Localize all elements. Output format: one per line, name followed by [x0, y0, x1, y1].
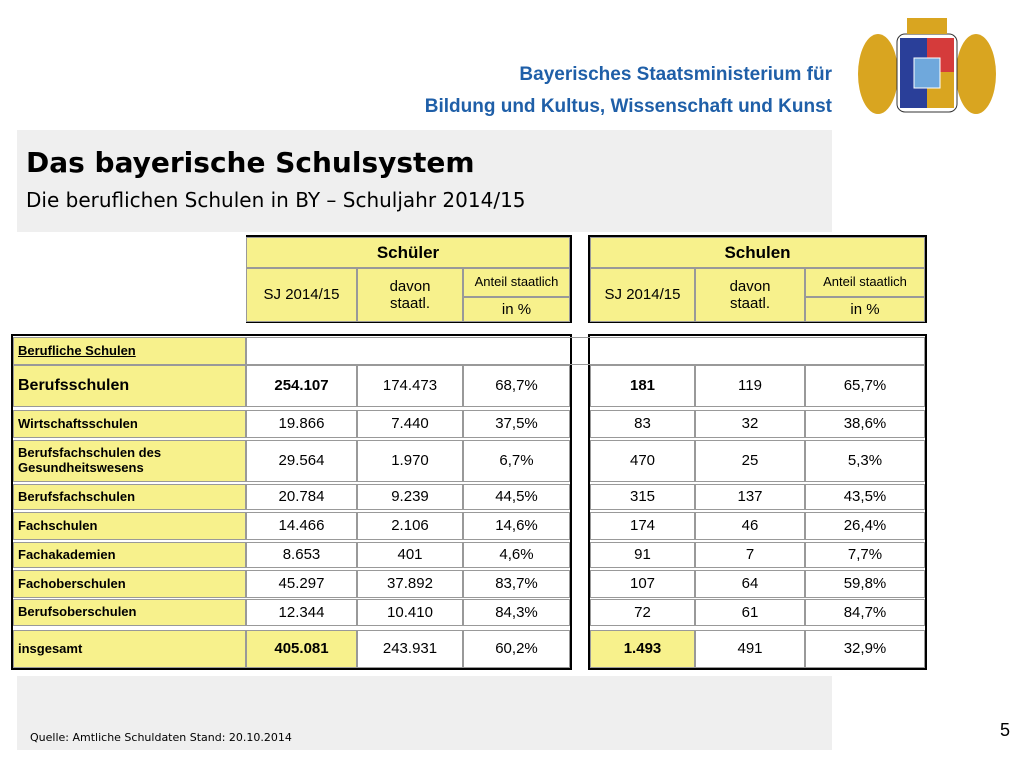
value-cell: 20.784	[246, 484, 357, 510]
value-cell: 84,7%	[805, 599, 925, 626]
value-cell: 137	[695, 484, 805, 510]
column-header: davon staatl.	[695, 268, 805, 322]
row-label: Berufsoberschulen	[13, 599, 246, 626]
value-cell: 174.473	[357, 365, 463, 407]
value-cell: 37.892	[357, 570, 463, 598]
value-cell: 59,8%	[805, 570, 925, 598]
value-cell: 5,3%	[805, 440, 925, 482]
value-cell: 254.107	[246, 365, 357, 407]
group-header: Schulen	[590, 237, 925, 268]
section-label: Berufliche Schulen	[13, 337, 246, 365]
value-cell: 7	[695, 542, 805, 568]
value-cell: 119	[695, 365, 805, 407]
value-cell: 60,2%	[463, 630, 570, 668]
row-label: insgesamt	[13, 630, 246, 668]
value-cell: 7,7%	[805, 542, 925, 568]
value-cell: 405.081	[246, 630, 357, 668]
column-header: Anteil staatlich	[805, 268, 925, 297]
row-label: Berufsfachschulen des Gesundheitswesens	[13, 440, 246, 482]
frame	[588, 235, 927, 323]
ministry-line: Bayerisches Staatsministerium für	[519, 64, 832, 85]
coat-of-arms	[858, 18, 996, 114]
value-cell: 107	[590, 570, 695, 598]
column-header: davon staatl.	[357, 268, 463, 322]
value-cell: 12.344	[246, 599, 357, 626]
value-cell: 19.866	[246, 410, 357, 438]
value-cell: 26,4%	[805, 512, 925, 540]
value-cell: 83	[590, 410, 695, 438]
value-cell: 243.931	[357, 630, 463, 668]
title-panel	[17, 130, 832, 232]
section-row	[246, 337, 925, 365]
value-cell: 1.970	[357, 440, 463, 482]
value-cell: 4,6%	[463, 542, 570, 568]
value-cell: 84,3%	[463, 599, 570, 626]
value-cell: 44,5%	[463, 484, 570, 510]
footer-panel	[17, 676, 832, 750]
value-cell: 37,5%	[463, 410, 570, 438]
title: Das bayerische Schulsystem	[26, 146, 475, 179]
value-cell: 174	[590, 512, 695, 540]
row-label: Fachoberschulen	[13, 570, 246, 598]
group-header: Schüler	[246, 237, 570, 268]
value-cell: 29.564	[246, 440, 357, 482]
column-header: in %	[805, 297, 925, 322]
value-cell: 65,7%	[805, 365, 925, 407]
column-header: SJ 2014/15	[590, 268, 695, 322]
row-label: Wirtschaftsschulen	[13, 410, 246, 438]
value-cell: 32,9%	[805, 630, 925, 668]
value-cell: 68,7%	[463, 365, 570, 407]
row-label: Fachakademien	[13, 542, 246, 568]
value-cell: 470	[590, 440, 695, 482]
value-cell: 14.466	[246, 512, 357, 540]
column-header: SJ 2014/15	[246, 268, 357, 322]
value-cell: 1.493	[590, 630, 695, 668]
value-cell: 491	[695, 630, 805, 668]
value-cell: 64	[695, 570, 805, 598]
value-cell: 8.653	[246, 542, 357, 568]
value-cell: 72	[590, 599, 695, 626]
frame	[11, 334, 572, 670]
value-cell: 401	[357, 542, 463, 568]
value-cell: 45.297	[246, 570, 357, 598]
value-cell: 83,7%	[463, 570, 570, 598]
value-cell: 315	[590, 484, 695, 510]
value-cell: 46	[695, 512, 805, 540]
value-cell: 91	[590, 542, 695, 568]
value-cell: 181	[590, 365, 695, 407]
ministry-line: Bildung und Kultus, Wissenschaft und Kun…	[424, 96, 832, 117]
value-cell: 38,6%	[805, 410, 925, 438]
value-cell: 61	[695, 599, 805, 626]
subtitle: Die beruflichen Schulen in BY – Schuljah…	[26, 188, 526, 212]
value-cell: 9.239	[357, 484, 463, 510]
value-cell: 25	[695, 440, 805, 482]
row-label: Fachschulen	[13, 512, 246, 540]
column-header: in %	[463, 297, 570, 322]
value-cell: 6,7%	[463, 440, 570, 482]
frame	[588, 334, 927, 670]
source: Quelle: Amtliche Schuldaten Stand: 20.10…	[30, 731, 292, 744]
value-cell: 10.410	[357, 599, 463, 626]
column-header: Anteil staatlich	[463, 268, 570, 297]
row-label: Berufsfachschulen	[13, 484, 246, 510]
page-number: 5	[1000, 720, 1011, 740]
value-cell: 2.106	[357, 512, 463, 540]
row-label: Berufsschulen	[13, 365, 246, 407]
value-cell: 7.440	[357, 410, 463, 438]
value-cell: 32	[695, 410, 805, 438]
value-cell: 43,5%	[805, 484, 925, 510]
value-cell: 14,6%	[463, 512, 570, 540]
